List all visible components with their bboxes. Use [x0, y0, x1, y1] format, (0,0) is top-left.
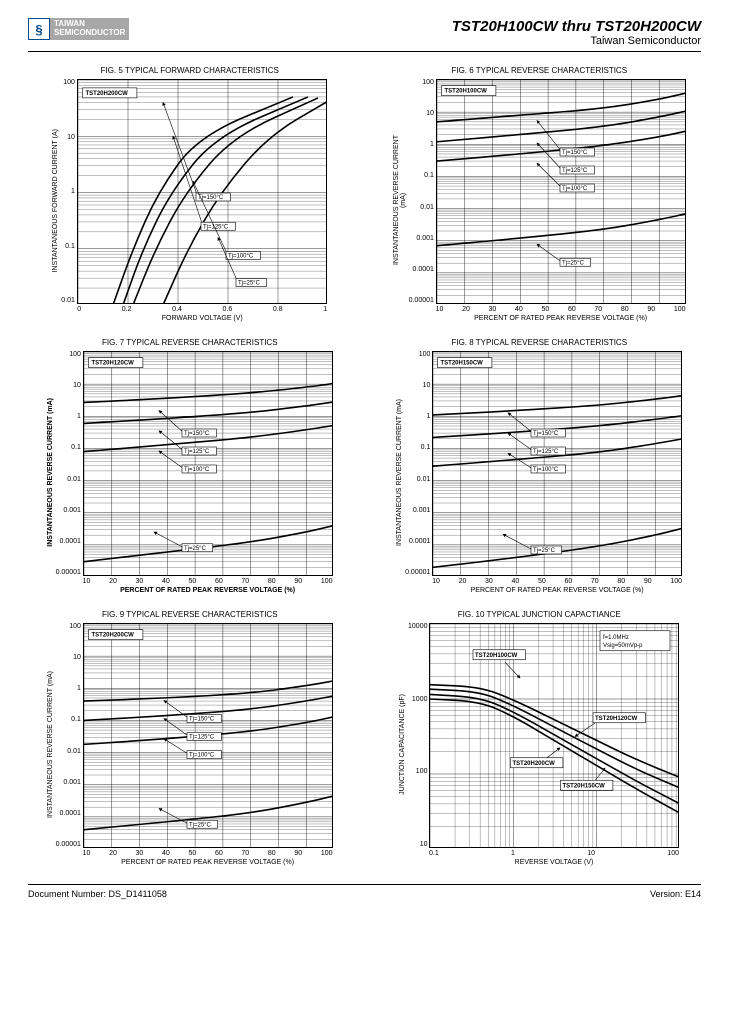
y-axis-label: INSTANTANEOUS REVERSE CURRENT (mA): [396, 399, 403, 546]
page-title: TST20H100CW thru TST20H200CW: [452, 18, 701, 35]
y-axis-label: INSTANTANEOUS REVERSE CURRENT (mA): [393, 135, 407, 265]
svg-text:Tj=125°C: Tj=125°C: [533, 449, 559, 455]
svg-text:Tj=125°C: Tj=125°C: [184, 449, 210, 455]
plot-area: TST20H150CW Tj=150°C Tj=125°C Tj=100°C Tj=25…: [432, 351, 682, 576]
x-axis-label: PERCENT OF RATED PEAK REVERSE VOLTAGE (%…: [432, 587, 682, 594]
chart-title: FIG. 7 TYPICAL REVERSE CHARACTERISTICS: [102, 338, 278, 347]
svg-text:TST20H200CW: TST20H200CW: [513, 761, 556, 767]
x-ticks: 102030405060708090100: [83, 850, 333, 857]
x-axis-label: FORWARD VOLTAGE (V): [77, 315, 327, 322]
x-ticks: 0.1110100: [429, 850, 679, 857]
version: Version: E14: [650, 889, 701, 899]
chart-fig5: FIG. 5 TYPICAL FORWARD CHARACTERISTICS I…: [28, 66, 352, 322]
title-block: TST20H100CW thru TST20H200CW Taiwan Semi…: [452, 18, 701, 47]
svg-text:Tj=25°C: Tj=25°C: [189, 822, 212, 828]
svg-text:Tj=25°C: Tj=25°C: [562, 260, 585, 266]
svg-text:Tj=25°C: Tj=25°C: [238, 281, 261, 287]
doc-number: Document Number: DS_D1411058: [28, 889, 167, 899]
svg-text:Tj=25°C: Tj=25°C: [184, 546, 207, 552]
svg-text:Tj=100°C: Tj=100°C: [533, 467, 559, 473]
logo-icon: §: [28, 18, 50, 40]
y-ticks: 1001010.10.010.0010.00010.00001: [405, 351, 432, 576]
logo-text: TAIWAN SEMICONDUCTOR: [50, 18, 129, 40]
page-subtitle: Taiwan Semiconductor: [452, 35, 701, 47]
x-axis-label: REVERSE VOLTAGE (V): [429, 859, 679, 866]
x-ticks: 102030405060708090100: [83, 578, 333, 585]
svg-text:f=1.0MHz: f=1.0MHz: [603, 635, 629, 641]
svg-text:TST20H100CW: TST20H100CW: [475, 653, 518, 659]
chart-title: FIG. 10 TYPICAL JUNCTION CAPACTIANCE: [458, 610, 621, 619]
chart-title: FIG. 8 TYPICAL REVERSE CHARACTERISTICS: [451, 338, 627, 347]
logo: § TAIWAN SEMICONDUCTOR: [28, 18, 129, 40]
svg-text:Tj=25°C: Tj=25°C: [533, 548, 556, 554]
y-axis-label: JUNCTION CAPACITANCE (pF): [399, 694, 406, 795]
charts-grid: FIG. 5 TYPICAL FORWARD CHARACTERISTICS I…: [28, 66, 701, 866]
x-axis-label: PERCENT OF RATED PEAK REVERSE VOLTAGE (%…: [436, 315, 686, 322]
plot-area: f=1.0MHz Vsig=50mVp-p TST20H100CW TST20H120…: [429, 623, 679, 848]
chart-fig6: FIG. 6 TYPICAL REVERSE CHARACTERISTICS I…: [378, 66, 702, 322]
svg-text:Tj=150°C: Tj=150°C: [184, 431, 210, 437]
page-header: § TAIWAN SEMICONDUCTOR TST20H100CW thru …: [28, 18, 701, 52]
y-ticks: 1001010.10.01: [61, 79, 77, 304]
x-ticks: 102030405060708090100: [432, 578, 682, 585]
svg-text:Vsig=50mVp-p: Vsig=50mVp-p: [603, 643, 643, 649]
chart-title: FIG. 6 TYPICAL REVERSE CHARACTERISTICS: [451, 66, 627, 75]
svg-text:TST20H200CW: TST20H200CW: [91, 633, 134, 639]
plot-area: TST20H200CW Tj=150°C Tj=125°C Tj=100°C Tj=25…: [83, 623, 333, 848]
svg-text:Tj=100°C: Tj=100°C: [228, 254, 254, 260]
svg-text:Tj=125°C: Tj=125°C: [562, 168, 588, 174]
svg-text:Tj=100°C: Tj=100°C: [562, 186, 588, 192]
y-ticks: 1001010.10.010.0010.00010.00001: [409, 79, 436, 304]
svg-text:Tj=150°C: Tj=150°C: [533, 431, 559, 437]
y-axis-label: INSTANTANEOUS REVERSE CURRENT (mA): [47, 671, 54, 818]
page-footer: Document Number: DS_D1411058 Version: E1…: [28, 884, 701, 899]
svg-text:TST20H150CW: TST20H150CW: [441, 361, 484, 367]
svg-text:TST20H100CW: TST20H100CW: [444, 89, 487, 95]
chart-title: FIG. 9 TYPICAL REVERSE CHARACTERISTICS: [102, 610, 278, 619]
y-axis-label: INSTANTANEOUS REVERSE CURRENT (mA): [47, 398, 54, 547]
svg-text:Tj=125°C: Tj=125°C: [189, 735, 215, 741]
x-ticks: 00.20.40.60.81: [77, 306, 327, 313]
svg-text:TST20H120CW: TST20H120CW: [595, 716, 638, 722]
svg-text:Tj=150°C: Tj=150°C: [562, 150, 588, 156]
chart-fig8: FIG. 8 TYPICAL REVERSE CHARACTERISTICS I…: [378, 338, 702, 594]
x-ticks: 102030405060708090100: [436, 306, 686, 313]
svg-text:TST20H120CW: TST20H120CW: [91, 361, 134, 367]
plot-area: TST20H200CWTj=150°CTj=125°CTj=100°CTj=25…: [77, 79, 327, 304]
svg-text:Tj=150°C: Tj=150°C: [189, 717, 215, 723]
plot-area: TST20H100CW Tj=150°C Tj=125°C Tj=100°C Tj=25…: [436, 79, 686, 304]
chart-fig7: FIG. 7 TYPICAL REVERSE CHARACTERISTICS I…: [28, 338, 352, 594]
y-ticks: 1001010.10.010.0010.00010.00001: [56, 351, 83, 576]
svg-text:TST20H150CW: TST20H150CW: [563, 783, 606, 789]
x-axis-label: PERCENT OF RATED PEAK REVERSE VOLTAGE (%…: [83, 859, 333, 866]
chart-fig10: FIG. 10 TYPICAL JUNCTION CAPACTIANCE JUN…: [378, 610, 702, 866]
svg-text:Tj=100°C: Tj=100°C: [184, 467, 210, 473]
svg-text:TST20H200CW: TST20H200CW: [85, 91, 128, 97]
plot-area: TST20H120CW Tj=150°C Tj=125°C Tj=100°C Tj=25…: [83, 351, 333, 576]
chart-fig9: FIG. 9 TYPICAL REVERSE CHARACTERISTICS I…: [28, 610, 352, 866]
y-axis-label: INSTANTANEOUS FORWARD CURRENT (A): [52, 129, 59, 273]
svg-text:Tj=100°C: Tj=100°C: [189, 753, 215, 759]
y-ticks: 1001010.10.010.0010.00010.00001: [56, 623, 83, 848]
x-axis-label: PERCENT OF RATED PEAK REVERSE VOLTAGE (%…: [83, 587, 333, 594]
y-ticks: 10000100010010: [408, 623, 429, 848]
chart-title: FIG. 5 TYPICAL FORWARD CHARACTERISTICS: [101, 66, 279, 75]
